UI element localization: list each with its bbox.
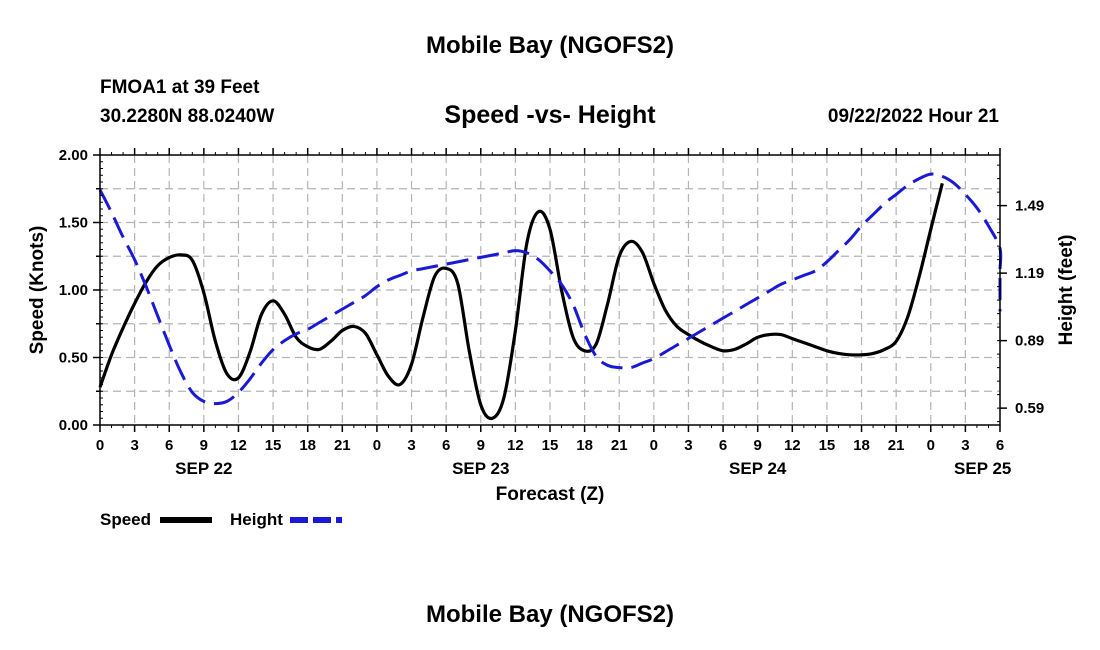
date-label: SEP 25 [954, 459, 1011, 478]
speed-series-line [98, 182, 944, 421]
forecast-datetime: 09/22/2022 Hour 21 [827, 106, 999, 127]
y-tick-label: 0.00 [59, 417, 88, 434]
y-tick-label: 1.50 [59, 215, 88, 232]
x-tick-label: 21 [888, 437, 905, 454]
y-tick-label: 0.50 [59, 350, 88, 367]
axis-tick-labels: 0 3 6 9 12 15 18 21 0 3 6 9 12 15 18 21 0 3 6 9 12 15 18 21 0 3 6S… [59, 147, 1044, 478]
date-label: SEP 23 [452, 459, 509, 478]
x-tick-label: 18 [853, 437, 870, 454]
x-tick-label: 0 [96, 437, 104, 454]
x-tick-label: 9 [200, 437, 208, 454]
chart-title: Mobile Bay (NGOFS2) [425, 32, 675, 59]
x-tick-label: 3 [407, 437, 415, 454]
x-tick-label: 18 [576, 437, 593, 454]
x-tick-label: 15 [265, 437, 282, 454]
axis-ticks [93, 148, 1007, 432]
y2-tick-label: 1.49 [1015, 198, 1044, 215]
x-tick-label: 21 [611, 437, 628, 454]
chart-subtitle: Speed -vs- Height [444, 101, 656, 129]
y2-axis-title: Height (feet) [1056, 235, 1077, 346]
x-tick-label: 3 [130, 437, 138, 454]
date-label: SEP 22 [175, 459, 232, 478]
x-tick-label: 0 [650, 437, 658, 454]
x-tick-label: 3 [961, 437, 969, 454]
x-tick-label: 0 [373, 437, 381, 454]
y2-tick-label: 1.19 [1015, 265, 1044, 282]
footer-title: Mobile Bay (NGOFS2) [425, 601, 675, 628]
y2-tick-label: 0.89 [1015, 333, 1044, 350]
x-tick-label: 9 [754, 437, 762, 454]
series-lines [98, 172, 1003, 421]
x-tick-label: 6 [719, 437, 727, 454]
x-tick-label: 15 [819, 437, 836, 454]
x-tick-label: 9 [477, 437, 485, 454]
legend-height-label: Height [230, 510, 283, 529]
date-label: SEP 24 [729, 459, 787, 478]
y-tick-label: 1.00 [59, 282, 88, 299]
legend-speed-label: Speed [100, 510, 151, 529]
x-tick-label: 3 [684, 437, 692, 454]
x-tick-label: 15 [542, 437, 559, 454]
x-tick-label: 6 [165, 437, 173, 454]
x-tick-label: 6 [996, 437, 1004, 454]
x-tick-label: 12 [507, 437, 524, 454]
y2-tick-label: 0.59 [1015, 400, 1044, 417]
height-series-line [98, 172, 1003, 406]
y-axis-title: Speed (Knots) [27, 226, 48, 355]
x-tick-label: 12 [230, 437, 247, 454]
legend: Speed Height [100, 510, 342, 529]
x-tick-label: 12 [784, 437, 801, 454]
station-label: FMOA1 at 39 Feet [100, 77, 260, 98]
x-tick-label: 21 [334, 437, 351, 454]
x-tick-label: 0 [927, 437, 935, 454]
x-axis-title: Forecast (Z) [496, 484, 605, 505]
x-tick-label: 6 [442, 437, 450, 454]
grid-lines [100, 155, 1000, 425]
y-tick-label: 2.00 [59, 147, 88, 164]
coordinates-label: 30.2280N 88.0240W [100, 106, 275, 127]
x-tick-label: 18 [299, 437, 316, 454]
